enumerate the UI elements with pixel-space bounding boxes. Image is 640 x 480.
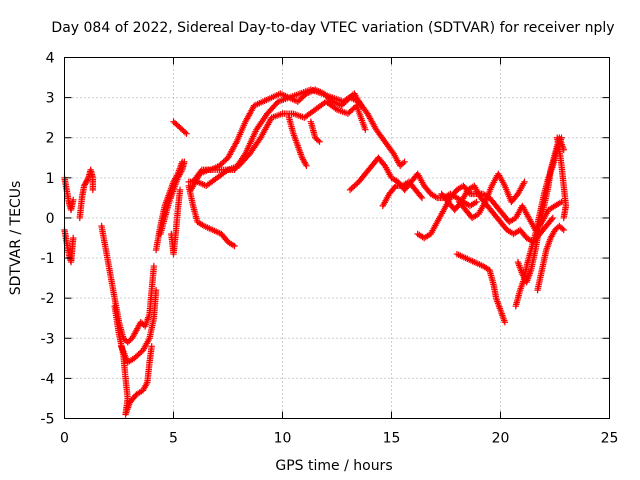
data-point bbox=[70, 234, 77, 242]
y-tick-label: -4 bbox=[41, 371, 55, 387]
x-tick-label: 15 bbox=[383, 431, 401, 447]
data-point bbox=[70, 196, 77, 204]
data-point bbox=[148, 343, 155, 350]
chart-title: Day 084 of 2022, Sidereal Day-to-day VTE… bbox=[51, 20, 614, 36]
data-point bbox=[560, 226, 567, 234]
data-point bbox=[231, 242, 238, 250]
y-tick-label: -1 bbox=[41, 251, 55, 267]
y-tick-label: 0 bbox=[46, 211, 55, 227]
data-point bbox=[549, 214, 557, 222]
data-point bbox=[559, 225, 566, 232]
y-tick-label: 4 bbox=[46, 51, 55, 67]
data-point bbox=[183, 130, 190, 137]
data-point bbox=[548, 216, 555, 223]
y-tick-label: -5 bbox=[41, 412, 55, 428]
x-axis-label: GPS time / hours bbox=[275, 458, 392, 474]
data-point bbox=[181, 158, 188, 165]
y-tick-label: 1 bbox=[46, 171, 55, 187]
data-point bbox=[89, 186, 97, 194]
y-tick-label: 2 bbox=[46, 131, 55, 147]
data-point bbox=[316, 138, 323, 145]
data-point bbox=[314, 137, 322, 144]
x-tick-label: 0 bbox=[60, 431, 69, 447]
data-points bbox=[61, 86, 570, 418]
data-point bbox=[357, 102, 365, 109]
axis-ticks bbox=[64, 57, 610, 419]
y-axis-label: SDTVAR / TECUs bbox=[8, 181, 24, 296]
data-point bbox=[399, 159, 407, 167]
data-point bbox=[150, 262, 158, 270]
x-tick-label: 10 bbox=[274, 431, 292, 447]
y-tick-label: -2 bbox=[41, 291, 55, 307]
grid bbox=[64, 57, 610, 419]
data-point bbox=[417, 193, 425, 200]
data-point bbox=[181, 129, 189, 136]
data-point bbox=[389, 149, 396, 156]
x-tick-label: 5 bbox=[169, 431, 178, 447]
y-tick-labels: -5 -4 -3 -2 -1 0 1 2 3 4 bbox=[41, 51, 55, 428]
plot-frame bbox=[64, 57, 610, 419]
data-point bbox=[303, 162, 310, 169]
y-tick-label: 3 bbox=[46, 91, 55, 107]
data-point bbox=[401, 158, 408, 165]
x-tick-label: 25 bbox=[601, 431, 619, 447]
data-point bbox=[521, 178, 528, 186]
data-point bbox=[176, 186, 184, 194]
data-point bbox=[501, 319, 509, 326]
x-tick-labels: 0 5 10 15 20 25 bbox=[60, 431, 618, 447]
data-point bbox=[152, 286, 160, 294]
data-point bbox=[560, 214, 567, 222]
data-point bbox=[362, 126, 369, 133]
data-point bbox=[418, 194, 426, 202]
x-tick-label: 20 bbox=[492, 431, 510, 447]
data-point bbox=[473, 198, 480, 206]
y-tick-label: -3 bbox=[41, 331, 55, 347]
